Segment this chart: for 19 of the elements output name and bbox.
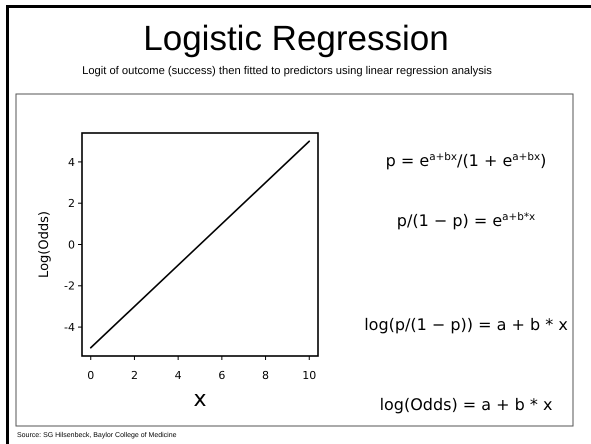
x-tick-label: 0 <box>87 369 94 382</box>
x-axis-title: x <box>193 387 207 412</box>
y-tick-label: -2 <box>64 280 75 293</box>
y-tick-label: 4 <box>68 156 75 169</box>
x-tick-label: 2 <box>130 369 138 382</box>
x-tick-label: 6 <box>218 369 226 382</box>
text: log(p/(1 − p)) = a + b * x <box>364 315 568 334</box>
chart-title: Logistic Regression <box>143 19 449 58</box>
text: log(Odds) = a + b * x <box>380 395 552 414</box>
y-tick-label: -4 <box>64 320 75 334</box>
text: p = e$^{a+bx}$/(1 + e$^{a+bx}$) <box>386 151 546 170</box>
y-axis-title: Log(Odds) <box>37 211 52 278</box>
x-tick-label: 10 <box>302 369 316 382</box>
x-tick-label: 4 <box>174 369 182 382</box>
chart-subtitle: Logit of outcome (success) then fitted to predictors using linear regression analysis <box>82 65 492 77</box>
text: p/(1 − p) = e$^{a+b*x}$ <box>396 211 536 230</box>
x-tick-label: 8 <box>262 369 270 382</box>
y-tick-label: 2 <box>68 197 75 210</box>
y-tick-label: 0 <box>68 238 75 252</box>
